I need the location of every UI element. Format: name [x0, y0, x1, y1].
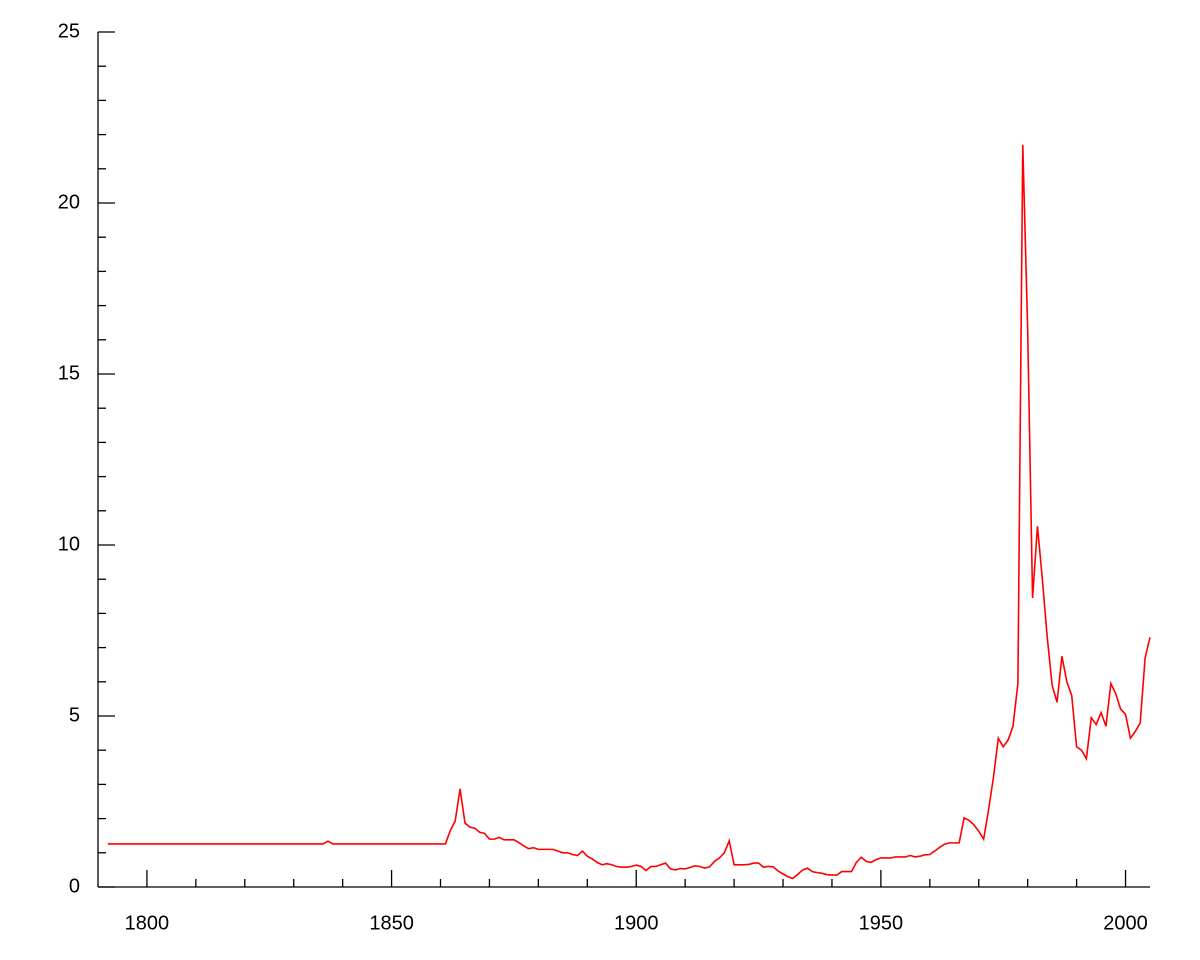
y-tick-label: 25: [58, 20, 80, 42]
y-tick-label: 0: [69, 875, 80, 897]
x-tick-label: 1900: [614, 912, 659, 934]
data-line: [107, 144, 1151, 880]
y-tick-label: 10: [58, 533, 80, 555]
y-tick-label: 20: [58, 191, 80, 213]
x-tick-label: 1850: [369, 912, 414, 934]
x-tick-label: 2000: [1103, 912, 1148, 934]
x-tick-label: 1950: [859, 912, 904, 934]
x-tick-label: 1800: [125, 912, 170, 934]
y-tick-label: 15: [58, 362, 80, 384]
y-tick-label: 5: [69, 704, 80, 726]
